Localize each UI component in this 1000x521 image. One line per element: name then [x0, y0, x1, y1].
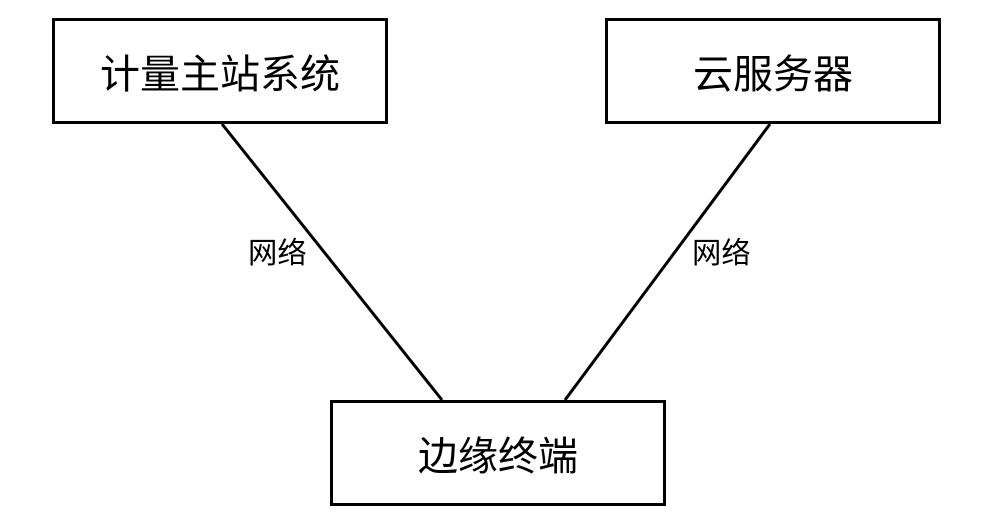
edge-label: 网络 — [248, 230, 307, 272]
node-label: 计量主站系统 — [100, 42, 340, 100]
edge-label: 网络 — [692, 230, 751, 272]
node-metering-master: 计量主站系统 — [52, 18, 388, 124]
node-label: 边缘终端 — [418, 424, 578, 482]
node-label: 云服务器 — [693, 42, 853, 100]
node-cloud-server: 云服务器 — [605, 18, 941, 124]
node-edge-terminal: 边缘终端 — [330, 400, 666, 506]
diagram-stage: 计量主站系统 云服务器 边缘终端 网络 网络 — [0, 0, 1000, 521]
